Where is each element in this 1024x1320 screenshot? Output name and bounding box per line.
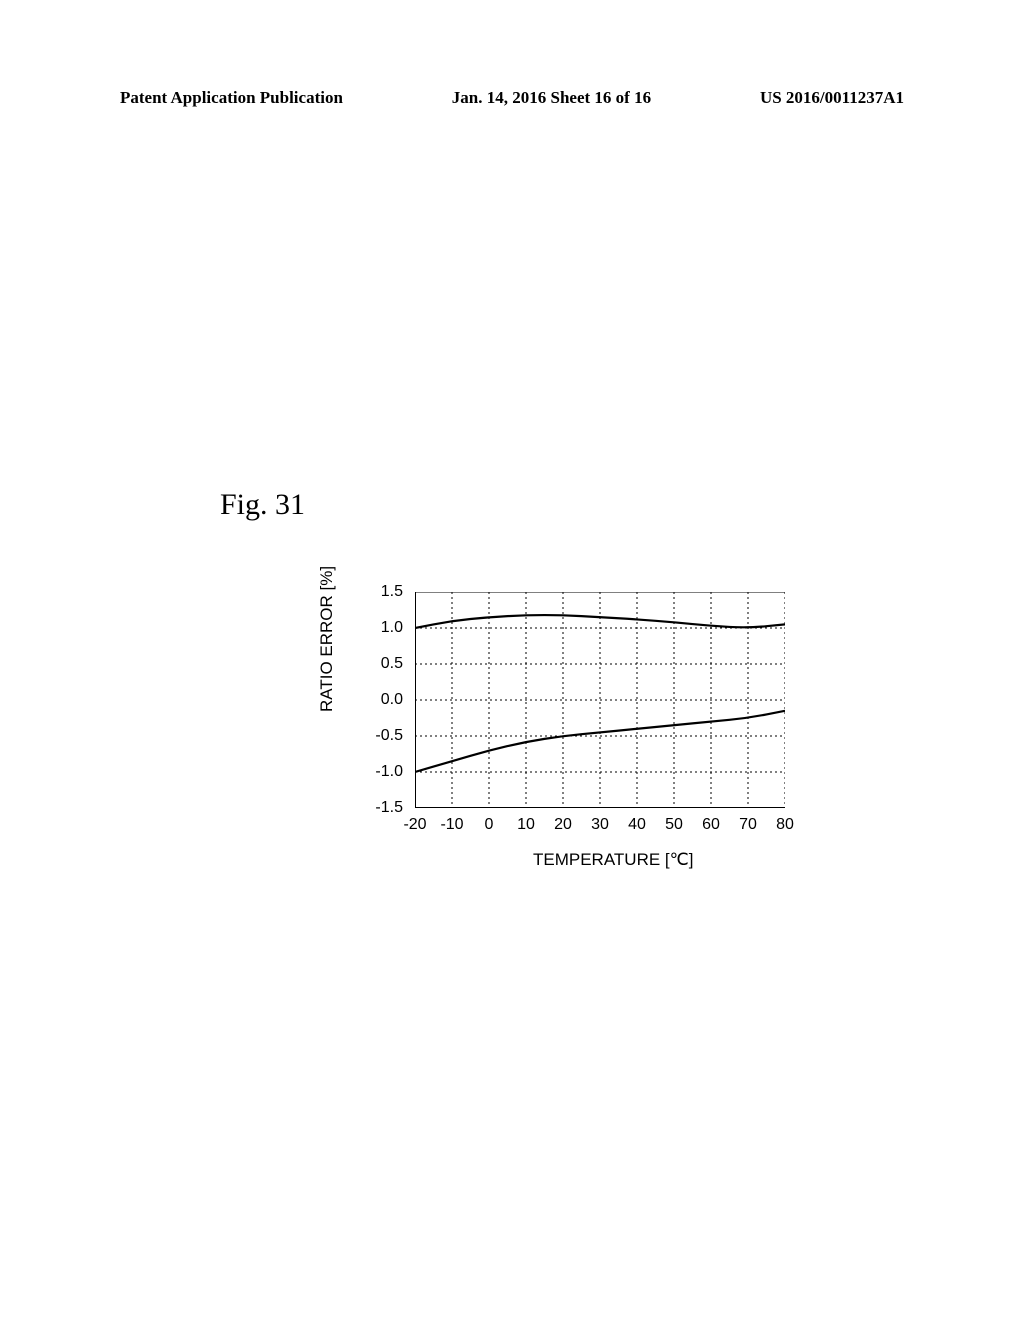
plot-area <box>415 592 785 808</box>
x-tick-label: 10 <box>517 816 535 834</box>
x-tick-label: 20 <box>554 816 572 834</box>
y-tick-label: 0.0 <box>353 691 403 709</box>
x-tick-label: -20 <box>403 816 426 834</box>
y-tick-label: 0.5 <box>353 655 403 673</box>
x-tick-label: 80 <box>776 816 794 834</box>
y-axis-title: RATIO ERROR [%] <box>317 566 337 712</box>
y-tick-label: 1.5 <box>353 583 403 601</box>
y-tick-label: -1.0 <box>353 763 403 781</box>
figure-label: Fig. 31 <box>220 488 305 522</box>
header-right: US 2016/0011237A1 <box>760 88 904 108</box>
header-left: Patent Application Publication <box>120 88 343 108</box>
chart-svg <box>415 592 785 808</box>
x-tick-label: 30 <box>591 816 609 834</box>
ratio-error-chart: RATIO ERROR [%] TEMPERATURE [℃] -1.5-1.0… <box>335 582 805 892</box>
y-tick-label: 1.0 <box>353 619 403 637</box>
x-tick-label: 50 <box>665 816 683 834</box>
x-axis-title: TEMPERATURE [℃] <box>533 850 693 870</box>
page-header: Patent Application Publication Jan. 14, … <box>0 88 1024 108</box>
y-tick-label: -1.5 <box>353 799 403 817</box>
x-tick-label: 70 <box>739 816 757 834</box>
header-center: Jan. 14, 2016 Sheet 16 of 16 <box>452 88 651 108</box>
x-tick-label: -10 <box>440 816 463 834</box>
x-tick-label: 0 <box>485 816 494 834</box>
series-upper <box>415 615 785 628</box>
y-tick-label: -0.5 <box>353 727 403 745</box>
x-tick-label: 60 <box>702 816 720 834</box>
x-tick-label: 40 <box>628 816 646 834</box>
